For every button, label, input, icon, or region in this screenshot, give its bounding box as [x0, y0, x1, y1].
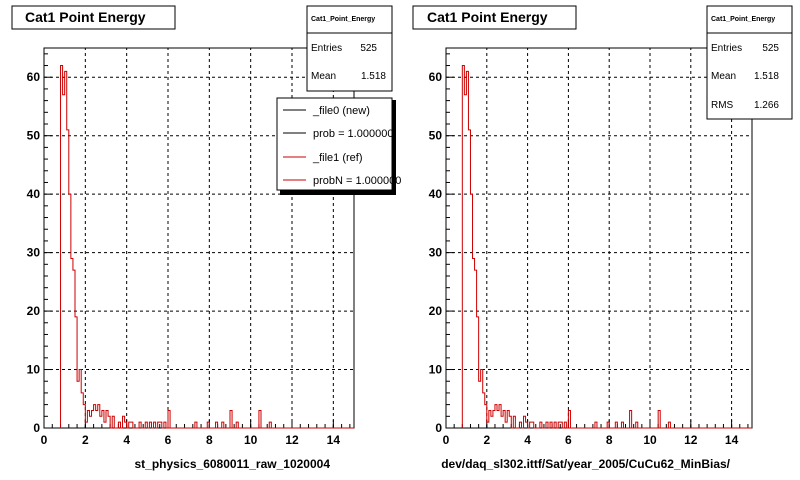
left-chart-title: Cat1 Point Energy — [25, 9, 146, 25]
x-tick-label: 0 — [41, 433, 48, 447]
left-stats-entries-label: Entries — [311, 43, 342, 54]
y-tick-label: 0 — [33, 421, 40, 435]
histogram-bin — [629, 409, 633, 428]
y-tick-label: 50 — [429, 129, 443, 143]
histogram-bin — [229, 409, 233, 428]
x-tick-label: 0 — [443, 433, 450, 447]
right-stats-mean-value: 1.518 — [754, 71, 779, 82]
y-tick-label: 20 — [27, 304, 41, 318]
left-x-axis-label: st_physics_6080011_raw_1020004 — [134, 457, 330, 471]
left-stats-title: Cat1_Point_Energy — [311, 16, 375, 23]
legend-entry-2: _file1 (ref) — [283, 152, 363, 164]
right-grid — [446, 48, 752, 428]
histogram-bin — [620, 421, 624, 428]
histogram-bin — [667, 421, 671, 428]
histogram-bin — [614, 421, 618, 428]
left-histogram-panel: 0 10 20 30 40 50 60 0 2 4 6 8 10 12 14 Cat1 Point Ene… — [11, 5, 401, 471]
legend-box — [276, 97, 393, 191]
x-tick-label: 4 — [524, 433, 531, 447]
x-tick-label: 12 — [684, 433, 698, 447]
legend-entry-3: probN = 1.000000 — [283, 175, 401, 187]
right-chart-title: Cat1 Point Energy — [427, 9, 548, 25]
x-tick-label: 8 — [606, 433, 613, 447]
right-x-axis-label: dev/daq_sl302.ittf/Sat/year_2005/CuCu62_… — [441, 457, 730, 471]
histogram-bin — [235, 421, 239, 428]
x-tick-label: 8 — [206, 433, 213, 447]
histogram-bin — [258, 409, 262, 428]
x-tick-label: 12 — [285, 433, 299, 447]
right-stats-rms-value: 1.266 — [754, 100, 779, 111]
right-stats-entries-value: 525 — [762, 43, 779, 54]
x-tick-label: 2 — [82, 433, 89, 447]
y-tick-label: 50 — [27, 129, 41, 143]
histogram-bin — [606, 421, 610, 428]
y-tick-label: 20 — [429, 304, 443, 318]
legend-label-3: probN = 1.000000 — [313, 175, 401, 187]
y-tick-label: 30 — [27, 246, 41, 260]
x-tick-label: 4 — [123, 433, 130, 447]
y-tick-label: 30 — [429, 246, 443, 260]
y-tick-label: 60 — [27, 70, 41, 84]
y-tick-label: 40 — [429, 187, 443, 201]
histogram-bin — [567, 409, 571, 428]
histogram-bin — [635, 421, 639, 428]
right-stats-title: Cat1_Point_Energy — [711, 16, 775, 23]
left-stats-mean-value: 1.518 — [361, 71, 386, 82]
legend-entry-1: prob = 1.000000 — [283, 128, 393, 140]
x-tick-label: 14 — [327, 433, 341, 447]
right-stats-rms-label: RMS — [711, 100, 734, 111]
y-tick-label: 60 — [429, 70, 443, 84]
right-histogram-extra-bins — [567, 409, 671, 428]
histogram-bin — [657, 409, 661, 428]
right-stats-box — [706, 5, 793, 120]
y-tick-label: 40 — [27, 187, 41, 201]
legend-label-0: _file0 (new) — [312, 105, 370, 117]
left-histogram-extra-bins — [167, 409, 272, 428]
x-tick-label: 6 — [565, 433, 572, 447]
histogram-bin — [206, 421, 210, 428]
left-title-box — [11, 5, 176, 30]
right-stats-mean-label: Mean — [711, 71, 736, 82]
left-stats-entries-value: 525 — [360, 43, 377, 54]
y-tick-label: 0 — [435, 421, 442, 435]
right-plot-frame — [445, 47, 753, 429]
left-stats-mean-label: Mean — [311, 71, 336, 82]
right-title-box — [412, 5, 577, 30]
x-tick-label: 14 — [725, 433, 739, 447]
histogram-bin — [221, 421, 225, 428]
legend-label-1: prob = 1.000000 — [313, 128, 393, 140]
x-tick-label: 10 — [244, 433, 258, 447]
x-tick-label: 2 — [483, 433, 490, 447]
histogram-bin — [594, 421, 598, 428]
y-tick-label: 10 — [429, 363, 443, 377]
y-tick-label: 10 — [27, 363, 41, 377]
histogram-bin — [167, 409, 171, 428]
left-histogram-line — [60, 65, 354, 429]
histogram-bin — [194, 421, 198, 428]
left-stats-box — [306, 5, 393, 92]
x-tick-label: 6 — [165, 433, 172, 447]
right-histogram-line — [461, 65, 752, 429]
left-y-ticks: 0 10 20 30 40 50 60 — [27, 53, 52, 435]
right-stats-entries-label: Entries — [711, 43, 742, 54]
legend-entry-0: _file0 (new) — [283, 105, 370, 117]
x-tick-label: 10 — [643, 433, 657, 447]
histogram-bin — [215, 421, 219, 428]
histogram-bin — [268, 421, 272, 428]
right-histogram-panel: 0 10 20 30 40 50 60 0 2 4 6 8 10 12 14 Cat1 Point Ene… — [412, 5, 793, 471]
right-y-ticks: 0 10 20 30 40 50 60 — [429, 53, 454, 435]
legend-label-2: _file1 (ref) — [312, 152, 363, 164]
